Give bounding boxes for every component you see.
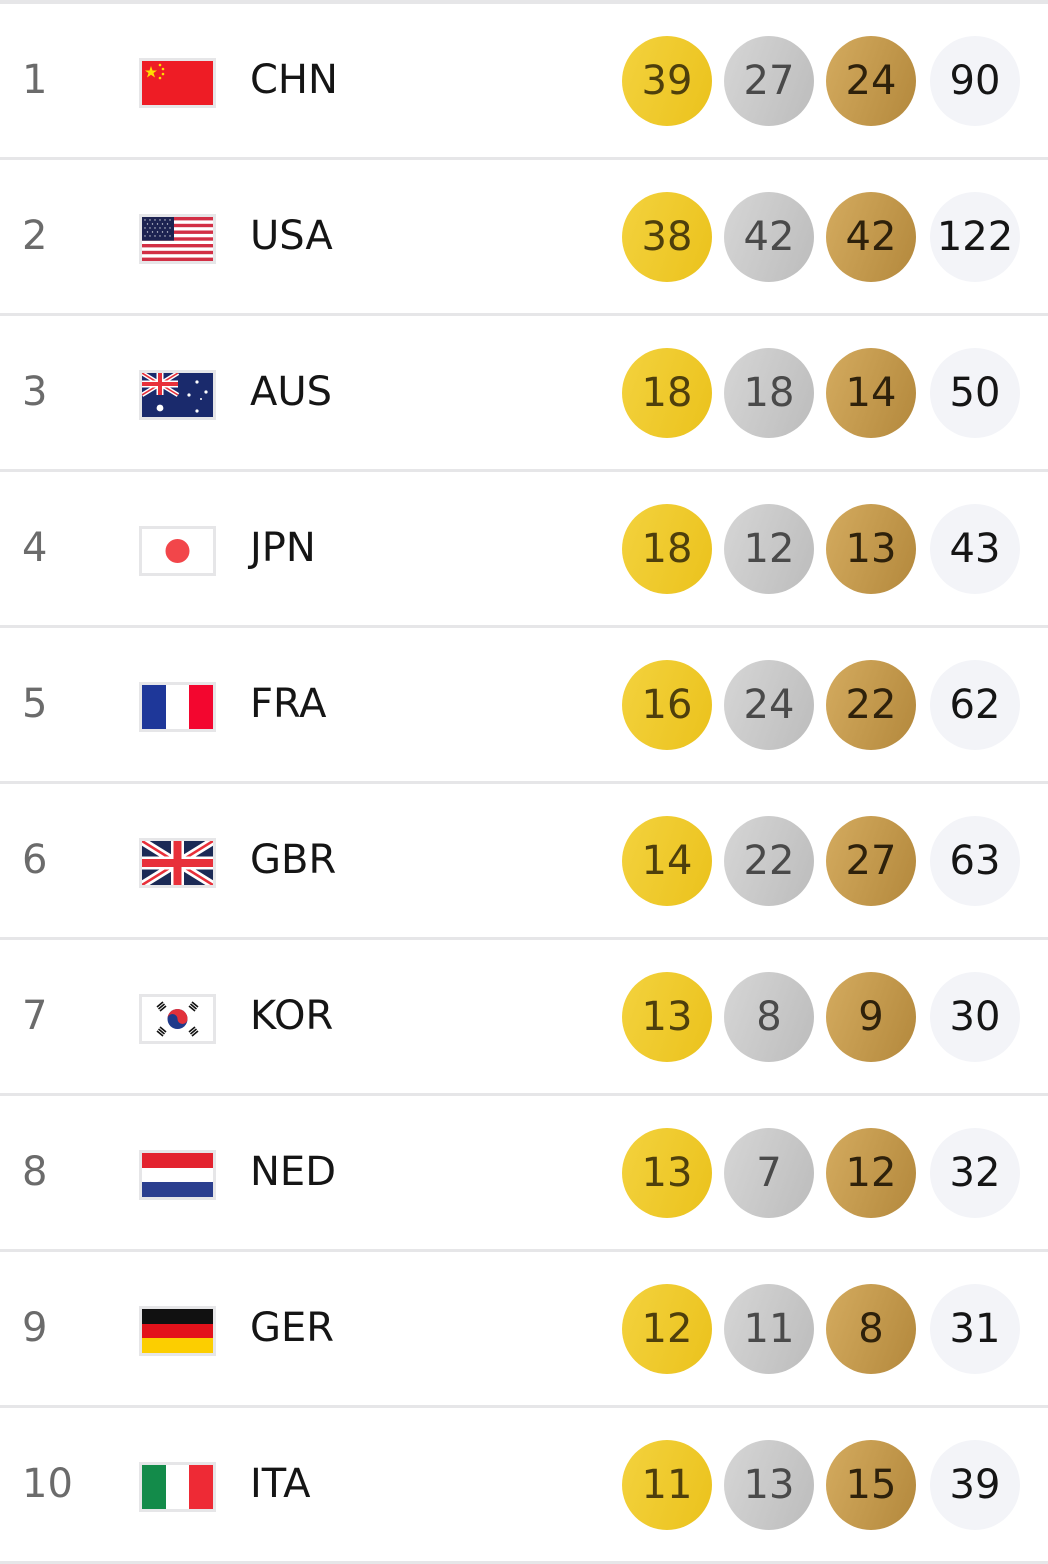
table-row[interactable]: 5 FRA 16 24 22 62 bbox=[0, 628, 1048, 784]
total-count: 63 bbox=[930, 816, 1020, 906]
rank: 1 bbox=[22, 57, 48, 103]
bronze-count: 14 bbox=[826, 348, 916, 438]
bronze-count: 24 bbox=[826, 36, 916, 126]
silver-count: 27 bbox=[724, 36, 814, 126]
gold-count: 13 bbox=[622, 1128, 712, 1218]
gold-count: 18 bbox=[622, 504, 712, 594]
gold-count: 14 bbox=[622, 816, 712, 906]
total-count: 122 bbox=[930, 192, 1020, 282]
uk-flag-icon bbox=[139, 838, 216, 888]
netherlands-flag-icon bbox=[139, 1150, 216, 1200]
country-code: ITA bbox=[250, 1461, 311, 1507]
silver-count: 24 bbox=[724, 660, 814, 750]
bronze-count: 12 bbox=[826, 1128, 916, 1218]
italy-flag-icon bbox=[139, 1462, 216, 1512]
country-code: KOR bbox=[250, 993, 334, 1039]
total-count: 39 bbox=[930, 1440, 1020, 1530]
table-row[interactable]: 7 KOR 13 8 9 30 bbox=[0, 940, 1048, 1096]
silver-count: 18 bbox=[724, 348, 814, 438]
rank: 9 bbox=[22, 1305, 48, 1351]
total-count: 32 bbox=[930, 1128, 1020, 1218]
medal-table: 1 CHN 39 27 24 90 2 bbox=[0, 4, 1048, 1564]
country-code: USA bbox=[250, 213, 333, 259]
table-row[interactable]: 6 GBR 14 22 27 63 bbox=[0, 784, 1048, 940]
rank: 8 bbox=[22, 1149, 48, 1195]
usa-flag-icon bbox=[139, 214, 216, 264]
total-count: 62 bbox=[930, 660, 1020, 750]
total-count: 50 bbox=[930, 348, 1020, 438]
silver-count: 12 bbox=[724, 504, 814, 594]
country-code: GBR bbox=[250, 837, 337, 883]
bronze-count: 8 bbox=[826, 1284, 916, 1374]
table-row[interactable]: 4 JPN 18 12 13 43 bbox=[0, 472, 1048, 628]
silver-count: 42 bbox=[724, 192, 814, 282]
total-count: 30 bbox=[930, 972, 1020, 1062]
silver-count: 13 bbox=[724, 1440, 814, 1530]
table-row[interactable]: 1 CHN 39 27 24 90 bbox=[0, 4, 1048, 160]
france-flag-icon bbox=[139, 682, 216, 732]
country-code: GER bbox=[250, 1305, 335, 1351]
country-code: AUS bbox=[250, 369, 333, 415]
table-row[interactable]: 9 GER 12 11 8 31 bbox=[0, 1252, 1048, 1408]
gold-count: 38 bbox=[622, 192, 712, 282]
country-code: FRA bbox=[250, 681, 327, 727]
table-row[interactable]: 8 NED 13 7 12 32 bbox=[0, 1096, 1048, 1252]
australia-flag-icon bbox=[139, 370, 216, 420]
silver-count: 22 bbox=[724, 816, 814, 906]
germany-flag-icon bbox=[139, 1306, 216, 1356]
china-flag-icon bbox=[139, 58, 216, 108]
gold-count: 16 bbox=[622, 660, 712, 750]
total-count: 43 bbox=[930, 504, 1020, 594]
total-count: 90 bbox=[930, 36, 1020, 126]
rank: 10 bbox=[22, 1461, 73, 1507]
country-code: NED bbox=[250, 1149, 336, 1195]
total-count: 31 bbox=[930, 1284, 1020, 1374]
rank: 2 bbox=[22, 213, 48, 259]
rank: 6 bbox=[22, 837, 48, 883]
top-divider bbox=[0, 0, 1048, 4]
silver-count: 7 bbox=[724, 1128, 814, 1218]
japan-flag-icon bbox=[139, 526, 216, 576]
country-code: JPN bbox=[250, 525, 316, 571]
bronze-count: 15 bbox=[826, 1440, 916, 1530]
gold-count: 39 bbox=[622, 36, 712, 126]
bronze-count: 13 bbox=[826, 504, 916, 594]
country-code: CHN bbox=[250, 57, 338, 103]
silver-count: 8 bbox=[724, 972, 814, 1062]
bronze-count: 9 bbox=[826, 972, 916, 1062]
rank: 3 bbox=[22, 369, 48, 415]
bronze-count: 27 bbox=[826, 816, 916, 906]
korea-flag-icon bbox=[139, 994, 216, 1044]
rank: 7 bbox=[22, 993, 48, 1039]
silver-count: 11 bbox=[724, 1284, 814, 1374]
gold-count: 12 bbox=[622, 1284, 712, 1374]
gold-count: 11 bbox=[622, 1440, 712, 1530]
table-row[interactable]: 10 ITA 11 13 15 39 bbox=[0, 1408, 1048, 1564]
rank: 5 bbox=[22, 681, 48, 727]
gold-count: 13 bbox=[622, 972, 712, 1062]
table-row[interactable]: 3 AUS 18 18 14 50 bbox=[0, 316, 1048, 472]
table-row[interactable]: 2 USA 38 42 42 122 bbox=[0, 160, 1048, 316]
bronze-count: 22 bbox=[826, 660, 916, 750]
gold-count: 18 bbox=[622, 348, 712, 438]
rank: 4 bbox=[22, 525, 48, 571]
bronze-count: 42 bbox=[826, 192, 916, 282]
